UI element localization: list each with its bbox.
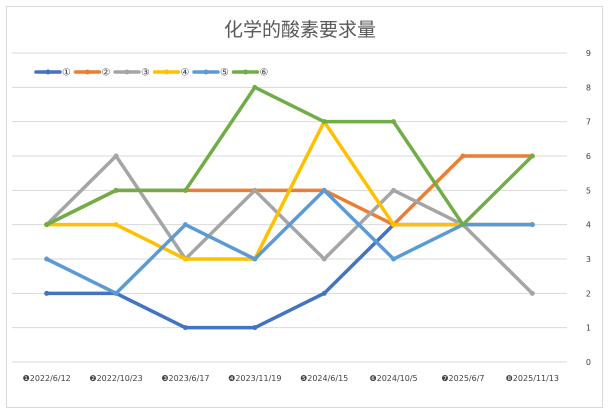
y-tick-label: 2: [586, 289, 591, 298]
chart-title: 化学的酸素要求量: [224, 19, 376, 41]
series-line: [44, 222, 535, 330]
x-tick-label: ❷2022/10/23: [89, 374, 142, 383]
data-point: [391, 222, 397, 228]
data-point: [460, 222, 466, 228]
legend-label: ④: [181, 68, 190, 79]
data-point: [113, 290, 119, 296]
data-point: [529, 153, 535, 159]
legend-label: ⑤: [220, 68, 229, 79]
x-tick-label: ❶2022/6/12: [23, 374, 71, 383]
data-point: [252, 187, 258, 193]
x-tick-label: ❻2024/10/5: [369, 374, 417, 383]
data-point: [321, 290, 327, 296]
y-tick-label: 3: [586, 255, 591, 264]
data-point: [529, 290, 535, 296]
data-point: [321, 256, 327, 262]
legend-label: ②: [102, 68, 111, 79]
data-point: [113, 187, 119, 193]
legend-entry: ⑤: [192, 68, 229, 79]
data-point: [391, 187, 397, 193]
series-line: [44, 188, 535, 296]
x-tick-label: ❺2024/6/15: [300, 374, 348, 383]
y-tick-label: 6: [586, 152, 591, 161]
data-point: [113, 153, 119, 159]
data-point: [252, 325, 258, 331]
y-axis-tick-labels: 0 1 2 3 4 5 6 7 8 9: [586, 49, 591, 367]
legend-marker: [124, 69, 130, 75]
y-tick-label: 5: [586, 186, 591, 195]
legend-label: ③: [141, 68, 150, 79]
y-tick-label: 7: [586, 118, 591, 127]
data-point: [391, 119, 397, 125]
data-point: [113, 222, 119, 228]
legend-entry: ④: [152, 68, 190, 79]
x-tick-label: ❸2023/6/17: [161, 374, 209, 383]
legend-marker: [164, 69, 169, 75]
data-point: [44, 290, 50, 296]
legend-marker: [243, 69, 248, 75]
data-point: [252, 84, 258, 90]
legend-entry: ①: [34, 68, 71, 79]
x-axis-tick-labels: ❶2022/6/12 ❷2022/10/23 ❸2023/6/17 ❹2023/11/…: [23, 374, 559, 383]
data-point: [391, 256, 397, 262]
legend-label: ⑥: [260, 68, 269, 79]
data-point: [182, 325, 188, 331]
data-point: [321, 119, 327, 125]
gridlines: [12, 52, 567, 363]
data-point: [44, 256, 50, 262]
y-tick-label: 8: [586, 83, 591, 92]
legend-label: ①: [62, 68, 71, 79]
legend-marker: [203, 69, 209, 75]
legend-marker: [85, 69, 90, 75]
y-tick-label: 4: [586, 221, 591, 230]
y-tick-label: 1: [586, 324, 591, 333]
legend: ① ② ③ ④ ⑤ ⑥: [34, 68, 269, 79]
series-line: [44, 85, 535, 227]
y-tick-label: 9: [586, 49, 591, 58]
series-line: [44, 119, 535, 261]
data-point: [321, 187, 327, 193]
chart-frame: [6, 6, 603, 408]
data-point: [529, 222, 535, 228]
data-point: [460, 153, 466, 159]
data-point: [44, 222, 50, 228]
data-point: [182, 187, 188, 193]
y-tick-label: 0: [586, 358, 591, 367]
legend-entry: ②: [73, 68, 111, 79]
legend-marker: [45, 69, 51, 75]
data-point: [252, 256, 258, 262]
data-point: [182, 222, 188, 228]
x-tick-label: ❹2023/11/19: [228, 374, 281, 383]
legend-entry: ③: [113, 68, 150, 79]
x-tick-label: ❽2025/11/13: [506, 374, 559, 383]
series-lines: [44, 84, 535, 331]
data-point: [182, 256, 188, 262]
legend-entry: ⑥: [231, 68, 269, 79]
x-tick-label: ❼2025/6/7: [441, 374, 484, 383]
